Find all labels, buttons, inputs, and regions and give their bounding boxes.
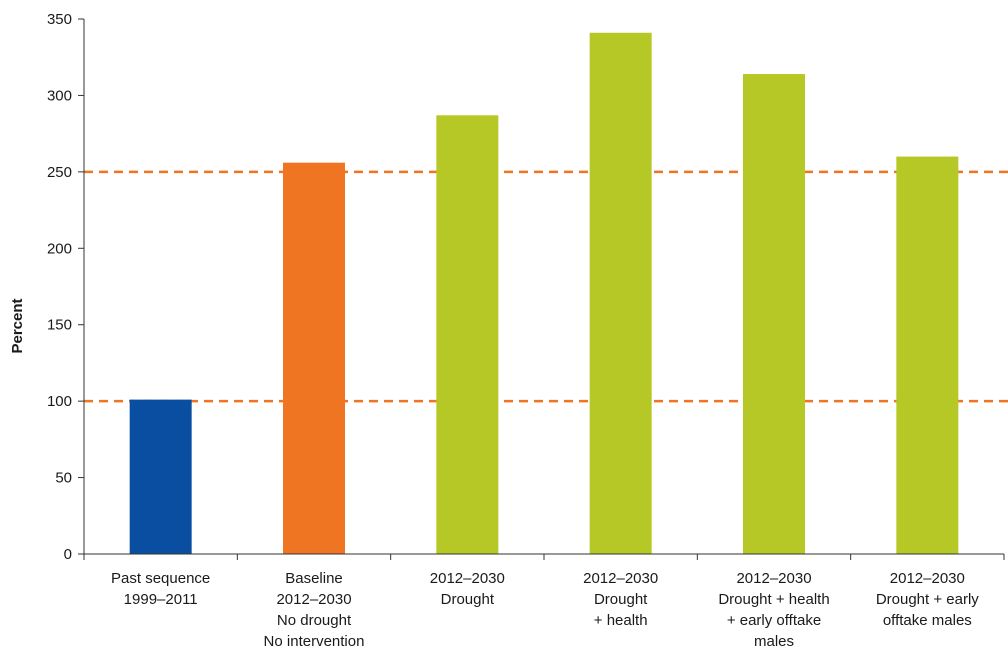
y-tick-label: 100	[47, 393, 72, 410]
x-axis-labels: Past sequence 1999–2011 Baseline 2012–2030 N…	[111, 570, 979, 650]
y-axis-title: Percent	[9, 298, 26, 353]
bar	[436, 115, 499, 555]
y-tick-label: 200	[47, 240, 72, 257]
x-category-label: Baseline 2012–2030 No drought No interventi…	[264, 570, 365, 650]
x-category-label: 2012–2030 Drought	[430, 570, 505, 608]
bar	[743, 74, 805, 555]
axes	[83, 19, 1005, 560]
bars	[129, 32, 959, 555]
bar	[129, 399, 192, 554]
x-category-label: 2012–2030 Drought + health + early offtake…	[718, 570, 829, 650]
reference-lines	[84, 170, 1008, 403]
x-category-label: 2012–2030 Drought + health	[583, 570, 658, 629]
bar	[283, 162, 345, 554]
y-tick-label: 350	[47, 11, 72, 28]
y-tick-label: 250	[47, 164, 72, 181]
x-category-label: Past sequence 1999–2011	[111, 570, 210, 608]
y-axis-ticks: 0 50 100 150 200 250 300 350	[47, 11, 84, 563]
bar	[589, 32, 652, 554]
y-tick-label: 150	[47, 317, 72, 334]
bar	[896, 156, 959, 555]
x-category-label: 2012–2030 Drought + early offtake males	[876, 570, 979, 629]
y-tick-label: 0	[64, 546, 72, 563]
y-tick-label: 50	[55, 470, 72, 487]
y-tick-label: 300	[47, 87, 72, 104]
